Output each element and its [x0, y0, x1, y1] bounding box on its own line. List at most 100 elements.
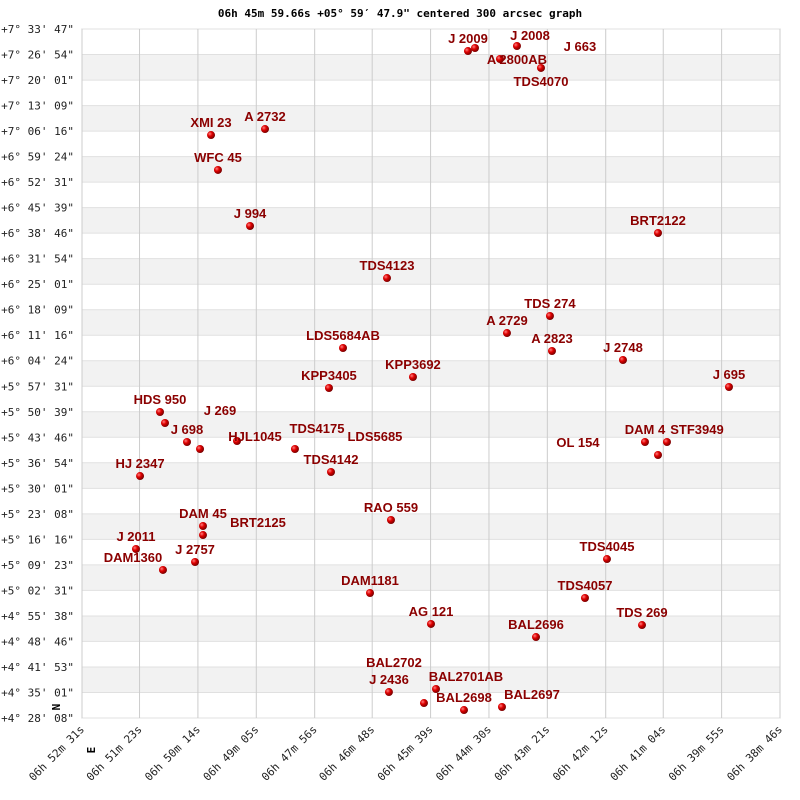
star-point[interactable]: [198, 531, 207, 540]
star-point[interactable]: [459, 706, 468, 715]
star-label: HDS 950: [134, 392, 187, 407]
y-tick-label: +4° 41' 53": [1, 661, 74, 674]
star-label: J 2436: [369, 672, 409, 687]
x-tick-label: 06h 45m 39s: [375, 723, 436, 784]
star-point[interactable]: [196, 444, 205, 453]
star-label: KPP3405: [301, 368, 357, 383]
y-tick-labels: +7° 33' 47" +7° 26' 54" +7° 20' 01" +7° 13'…: [1, 23, 74, 725]
star-point[interactable]: [232, 437, 241, 446]
star-point[interactable]: [290, 444, 299, 453]
star-point[interactable]: [207, 131, 216, 140]
x-tick-label: 06h 44m 30s: [433, 723, 494, 784]
star-label: DAM1181: [341, 573, 399, 588]
y-tick-label: +4° 35' 01": [1, 686, 74, 699]
x-tick-label: 06h 50m 14s: [142, 723, 203, 784]
star-label: J 2008: [510, 28, 550, 43]
star-label: J 698: [171, 422, 204, 437]
star-point[interactable]: [531, 633, 540, 642]
star-label: STF3949: [670, 422, 723, 437]
star-label: XMI 23: [190, 115, 231, 130]
star-point[interactable]: [431, 684, 440, 693]
star-point[interactable]: [547, 347, 556, 356]
x-tick-label: 06h 42m 12s: [550, 723, 611, 784]
star-point[interactable]: [160, 419, 169, 428]
y-tick-label: +5° 43' 46": [1, 431, 74, 444]
star-point[interactable]: [419, 699, 428, 708]
star-point[interactable]: [191, 558, 200, 567]
star-label: KPP3692: [385, 357, 441, 372]
y-tick-label: +7° 06' 16": [1, 125, 74, 138]
star-point[interactable]: [497, 702, 506, 711]
star-point[interactable]: [545, 312, 554, 321]
star-point[interactable]: [463, 47, 472, 56]
star-point[interactable]: [131, 545, 140, 554]
star-point[interactable]: [536, 63, 545, 72]
star-point[interactable]: [158, 565, 167, 574]
star-point[interactable]: [724, 383, 733, 392]
star-point[interactable]: [427, 619, 435, 628]
star-point[interactable]: [365, 588, 374, 597]
star-point[interactable]: [261, 125, 270, 134]
star-point[interactable]: [495, 54, 504, 63]
star-point[interactable]: [326, 468, 335, 477]
y-tick-label: +6° 38' 46": [1, 227, 74, 240]
y-tick-label: +5° 57' 31": [1, 380, 74, 393]
star-label: WFC 45: [194, 150, 242, 165]
y-tick-label: +6° 52' 31": [1, 176, 74, 189]
star-point[interactable]: [618, 355, 627, 364]
x-tick-label: 06h 52m 31s: [26, 723, 87, 784]
star-label: OL 154: [556, 435, 600, 450]
point-labels: J 2009 J 2008 J 663 A 2800AB TDS4070 A 2732 XM…: [104, 28, 746, 705]
star-point[interactable]: [384, 688, 393, 697]
north-indicator: N: [49, 704, 62, 711]
star-label: BRT2122: [630, 213, 686, 228]
star-point[interactable]: [662, 438, 671, 447]
star-point[interactable]: [653, 228, 662, 237]
x-tick-label: 06h 39m 55s: [666, 723, 727, 784]
chart-title: 06h 45m 59.66s +05° 59′ 47.9" centered 3…: [218, 7, 582, 20]
star-point[interactable]: [386, 516, 395, 525]
y-tick-label: +6° 25' 01": [1, 278, 74, 291]
star-label: A 2732: [244, 109, 285, 124]
star-label: J 663: [564, 39, 597, 54]
star-point[interactable]: [383, 274, 392, 283]
star-point[interactable]: [602, 555, 611, 564]
star-point[interactable]: [324, 384, 333, 393]
star-label: AG 121: [409, 604, 454, 619]
star-label: J 2011: [116, 529, 155, 544]
star-point[interactable]: [653, 450, 662, 459]
star-label: TDS4142: [304, 452, 359, 467]
star-point[interactable]: [136, 472, 145, 481]
star-point[interactable]: [156, 408, 165, 417]
star-point[interactable]: [470, 43, 479, 52]
x-tick-label: 06h 41m 04s: [608, 723, 669, 784]
star-point[interactable]: [638, 621, 647, 630]
star-point[interactable]: [512, 42, 521, 51]
y-tick-label: +5° 02' 31": [1, 584, 74, 597]
y-tick-label: +5° 50' 39": [1, 406, 74, 419]
star-point[interactable]: [246, 222, 255, 231]
star-label: TDS 274: [524, 296, 576, 311]
star-point[interactable]: [213, 165, 222, 174]
y-tick-label: +5° 16' 16": [1, 533, 74, 546]
y-tick-label: +4° 28' 08": [1, 712, 74, 725]
star-label: DAM 4: [625, 422, 666, 437]
star-point[interactable]: [182, 438, 191, 447]
star-label: TDS4057: [558, 578, 613, 593]
star-point[interactable]: [580, 594, 589, 603]
y-tick-label: +6° 45' 39": [1, 202, 74, 215]
star-label: J 695: [713, 367, 746, 382]
star-label: BAL2697: [504, 687, 560, 702]
star-point[interactable]: [640, 438, 649, 447]
star-point[interactable]: [408, 372, 417, 381]
star-label: BAL2701AB: [429, 669, 503, 684]
star-label: A 2823: [531, 331, 572, 346]
star-point[interactable]: [339, 343, 348, 352]
star-label: HJ 2347: [115, 456, 164, 471]
star-label: BAL2698: [436, 690, 492, 705]
y-tick-label: +4° 48' 46": [1, 635, 74, 648]
star-point[interactable]: [198, 522, 207, 531]
y-tick-label: +7° 20' 01": [1, 74, 74, 87]
star-point[interactable]: [502, 329, 511, 338]
